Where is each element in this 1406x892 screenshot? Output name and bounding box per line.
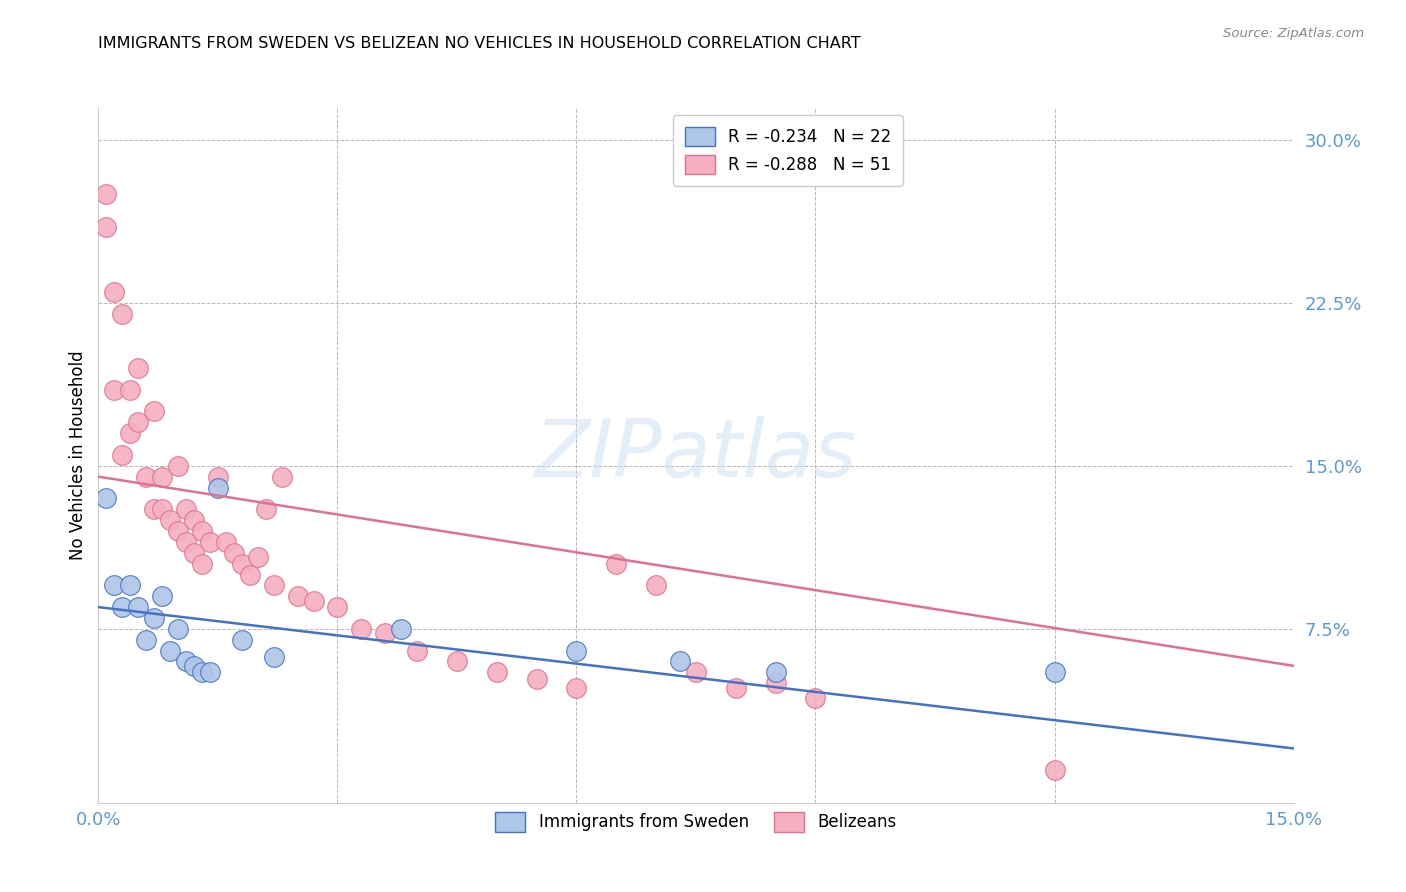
Point xyxy=(645,578,668,592)
Point xyxy=(1043,665,1066,680)
Point xyxy=(96,491,118,506)
Point xyxy=(143,502,166,516)
Point xyxy=(159,513,181,527)
Point xyxy=(103,383,125,397)
Point xyxy=(389,622,412,636)
Point xyxy=(103,285,125,299)
Point xyxy=(231,557,253,571)
Point xyxy=(111,600,134,615)
Point xyxy=(215,534,238,549)
Point xyxy=(231,632,253,647)
Point xyxy=(246,550,269,565)
Point xyxy=(120,426,142,441)
Point xyxy=(111,307,134,321)
Legend: Immigrants from Sweden, Belizeans: Immigrants from Sweden, Belizeans xyxy=(484,801,908,843)
Point xyxy=(120,578,142,592)
Point xyxy=(1043,763,1066,777)
Y-axis label: No Vehicles in Household: No Vehicles in Household xyxy=(69,350,87,560)
Point xyxy=(183,658,205,673)
Text: IMMIGRANTS FROM SWEDEN VS BELIZEAN NO VEHICLES IN HOUSEHOLD CORRELATION CHART: IMMIGRANTS FROM SWEDEN VS BELIZEAN NO VE… xyxy=(98,36,860,51)
Point xyxy=(374,626,396,640)
Point xyxy=(287,589,309,603)
Point xyxy=(254,502,277,516)
Point xyxy=(765,676,787,690)
Point xyxy=(191,557,214,571)
Point xyxy=(96,186,118,201)
Point xyxy=(174,534,197,549)
Text: Source: ZipAtlas.com: Source: ZipAtlas.com xyxy=(1223,27,1364,40)
Point xyxy=(150,469,173,483)
Point xyxy=(103,578,125,592)
Point xyxy=(222,546,245,560)
Point xyxy=(565,681,588,695)
Point xyxy=(127,600,149,615)
Point xyxy=(167,622,190,636)
Point xyxy=(143,611,166,625)
Point xyxy=(198,534,221,549)
Point xyxy=(135,632,157,647)
Point xyxy=(302,593,325,607)
Point xyxy=(143,404,166,418)
Point xyxy=(191,524,214,538)
Point xyxy=(150,589,173,603)
Point xyxy=(174,502,197,516)
Point xyxy=(120,383,142,397)
Point xyxy=(406,643,429,657)
Point xyxy=(150,502,173,516)
Point xyxy=(174,655,197,669)
Text: ZIPatlas: ZIPatlas xyxy=(534,416,858,494)
Point xyxy=(183,513,205,527)
Point xyxy=(270,469,292,483)
Point xyxy=(724,681,747,695)
Point xyxy=(446,655,468,669)
Point xyxy=(350,622,373,636)
Point xyxy=(135,469,157,483)
Point xyxy=(159,643,181,657)
Point xyxy=(198,665,221,680)
Point xyxy=(605,557,627,571)
Point xyxy=(167,458,190,473)
Point xyxy=(485,665,508,680)
Point xyxy=(669,655,692,669)
Point xyxy=(263,578,285,592)
Point xyxy=(207,481,229,495)
Point xyxy=(565,643,588,657)
Point xyxy=(804,691,827,706)
Point xyxy=(526,672,548,686)
Point xyxy=(685,665,707,680)
Point xyxy=(263,650,285,665)
Point xyxy=(765,665,787,680)
Point xyxy=(239,567,262,582)
Point xyxy=(191,665,214,680)
Point xyxy=(127,415,149,429)
Point xyxy=(207,469,229,483)
Point xyxy=(167,524,190,538)
Point xyxy=(326,600,349,615)
Point xyxy=(183,546,205,560)
Point xyxy=(111,448,134,462)
Point xyxy=(127,360,149,375)
Point xyxy=(96,219,118,234)
